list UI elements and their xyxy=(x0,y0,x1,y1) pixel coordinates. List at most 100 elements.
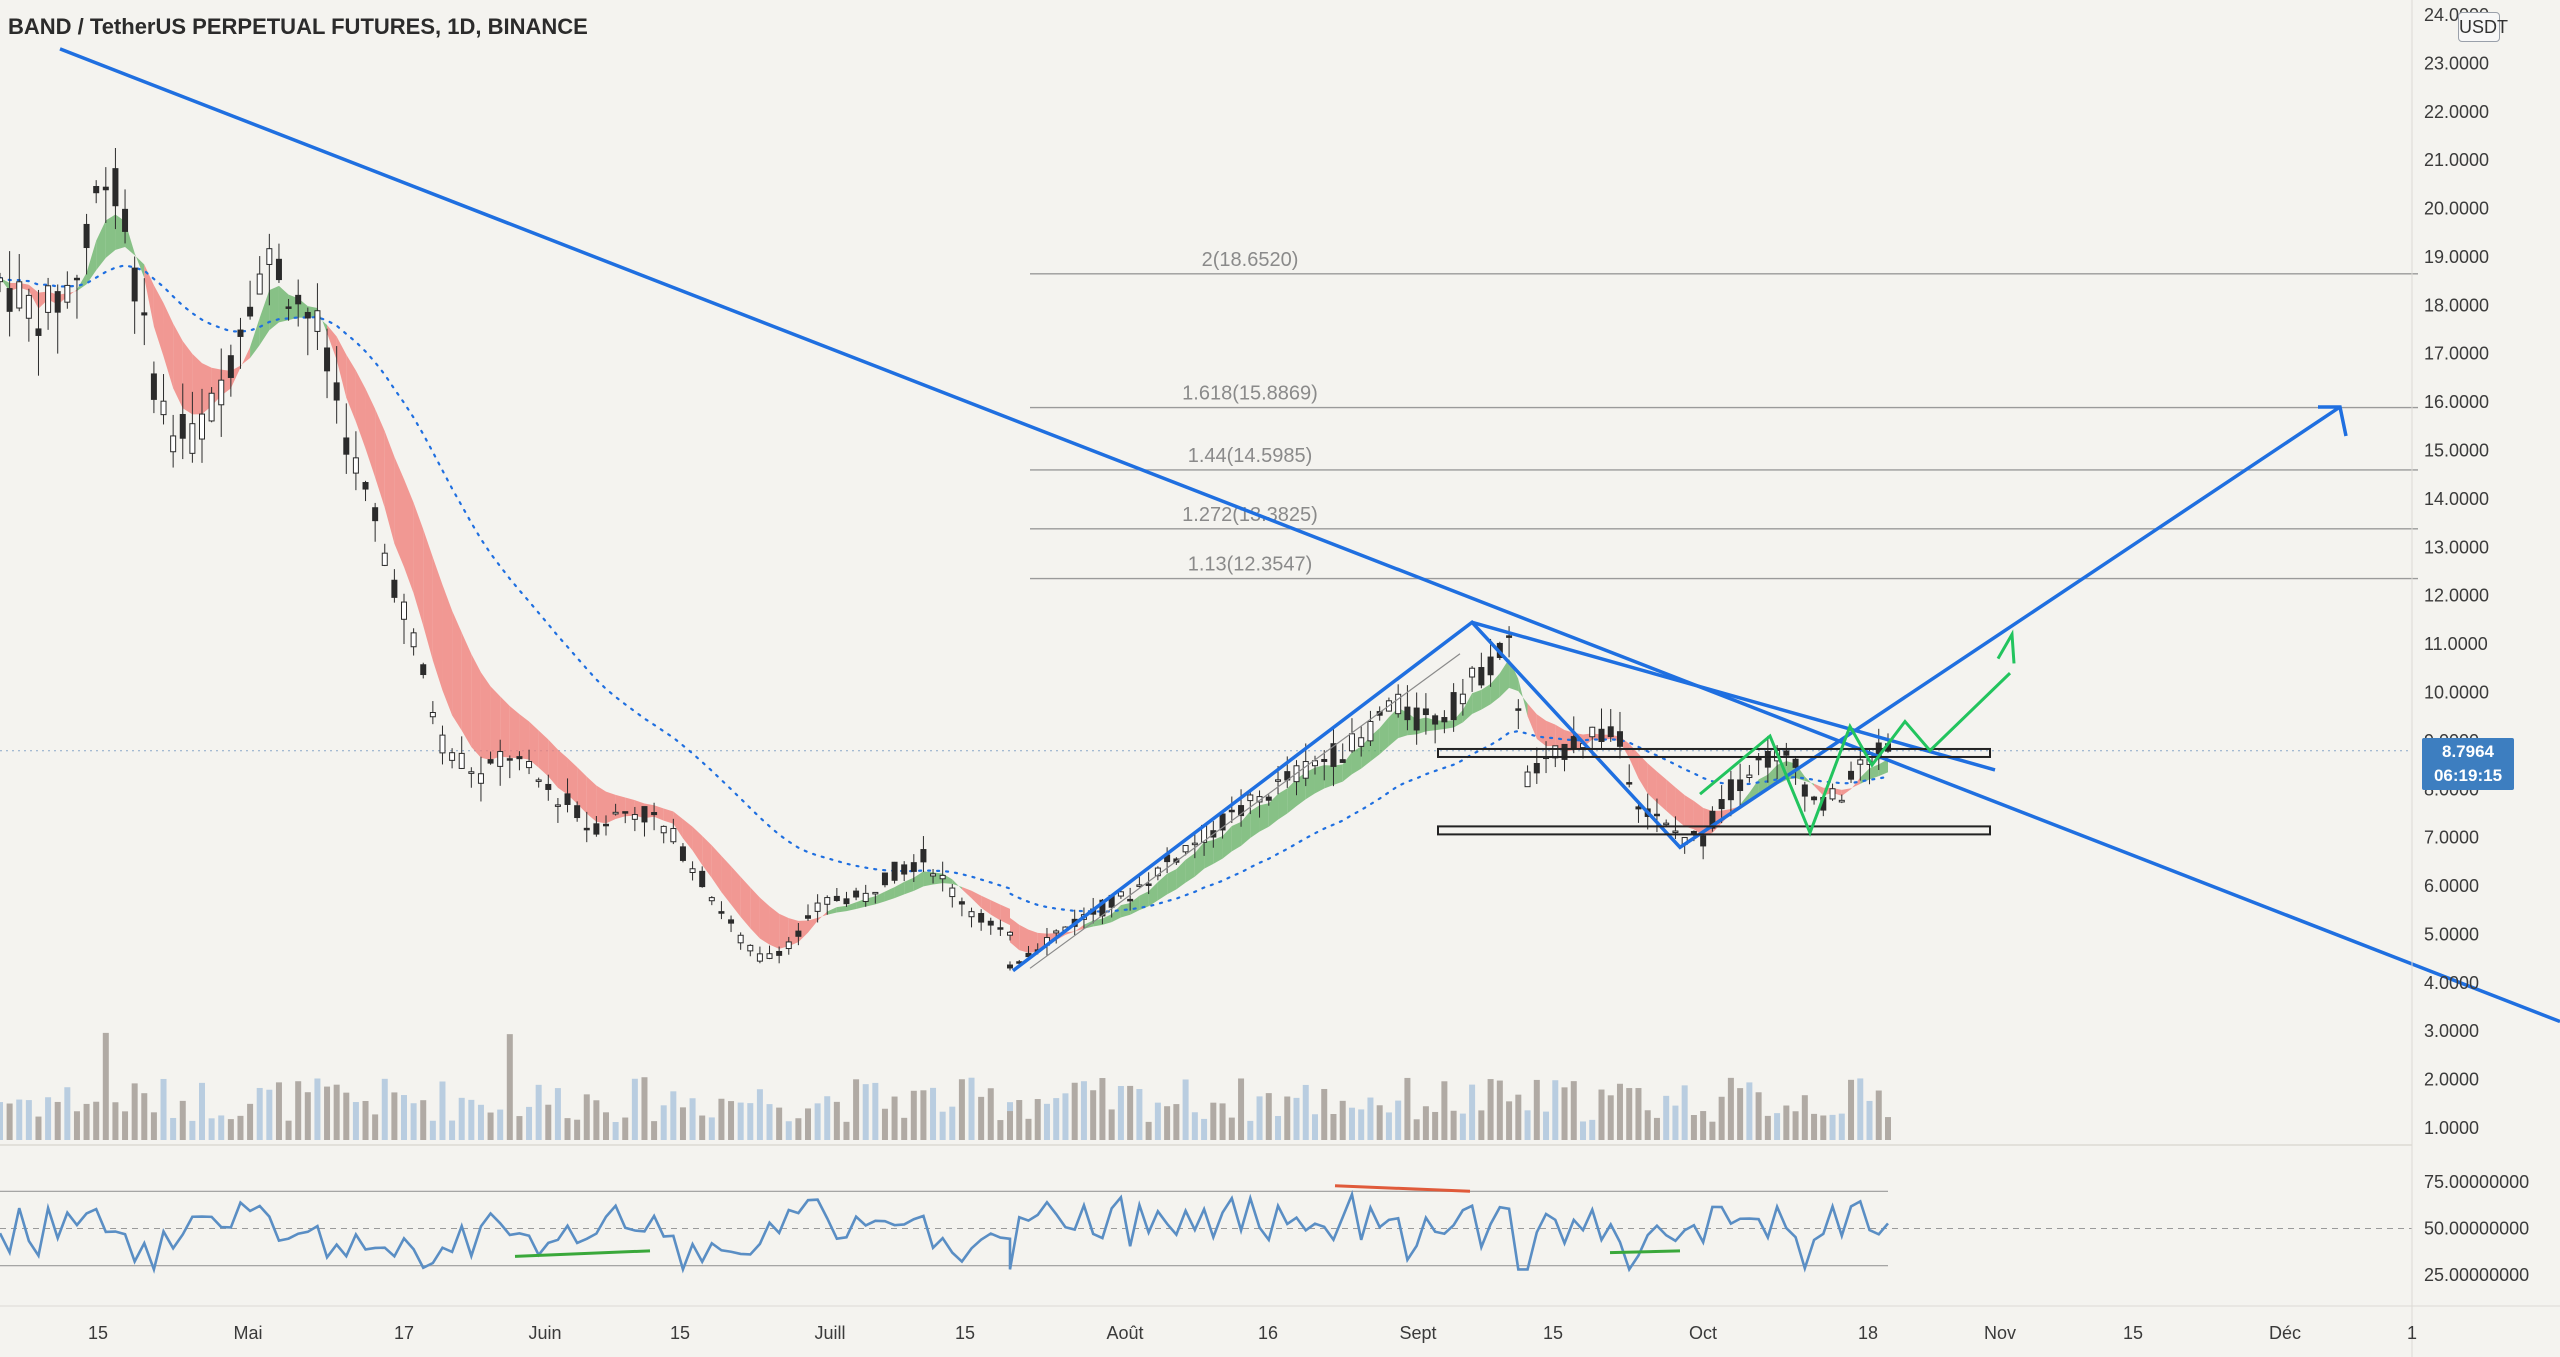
ribbon-bear-segment xyxy=(394,456,404,567)
ribbon-bear-segment xyxy=(808,917,818,933)
candle-body xyxy=(497,751,504,767)
ribbon-bear-segment xyxy=(673,811,683,839)
volume-bar xyxy=(1201,1118,1208,1140)
volume-bar xyxy=(1080,1081,1087,1140)
candle-body xyxy=(641,806,648,823)
volume-bar xyxy=(1672,1105,1679,1140)
range-level-box xyxy=(1437,747,1991,758)
candle-body xyxy=(737,934,744,944)
candle-body xyxy=(1367,720,1374,742)
ribbon-bear-segment xyxy=(990,900,1001,921)
volume-bar xyxy=(1607,1095,1614,1140)
candle-body xyxy=(612,811,619,815)
candle-body xyxy=(25,294,32,319)
volume-bar xyxy=(487,1112,494,1140)
volume-bar xyxy=(689,1098,696,1140)
currency-unit-button[interactable]: USDT xyxy=(2458,12,2508,42)
ribbon-bear-segment xyxy=(1638,753,1648,794)
candle-body xyxy=(189,423,196,454)
volume-bar xyxy=(1376,1105,1383,1140)
ribbon-bear-segment xyxy=(67,289,77,297)
volume-bar xyxy=(1404,1077,1411,1140)
candle-body xyxy=(708,897,715,902)
volume-bar xyxy=(391,1092,398,1140)
volume-bar xyxy=(1071,1082,1078,1140)
volume-bar xyxy=(1727,1077,1734,1140)
ribbon-bear-segment xyxy=(615,794,626,819)
volume-bar xyxy=(526,1106,533,1140)
candle-body xyxy=(468,771,475,774)
price-axis[interactable]: 24.000023.000022.000021.000020.000019.00… xyxy=(2411,0,2489,1357)
candle-body xyxy=(256,273,263,295)
candle-body xyxy=(824,897,831,905)
ribbon-bull-segment xyxy=(0,277,10,292)
candle-body xyxy=(1404,706,1411,721)
candle-body xyxy=(1459,693,1466,705)
volume-bar xyxy=(1090,1090,1097,1140)
candle-body xyxy=(1626,782,1633,785)
time-tick-label: Mai xyxy=(233,1323,262,1343)
ribbon-bull-segment xyxy=(1093,918,1103,927)
volume-bar xyxy=(1450,1110,1457,1140)
candle-body xyxy=(968,911,975,918)
ribbon-bull-segment xyxy=(1111,905,1121,923)
volume-bar xyxy=(814,1103,821,1140)
rsi-tick-label: 50.00000000 xyxy=(2424,1219,2529,1239)
volume-bar xyxy=(64,1087,71,1140)
ribbon-bull-segment xyxy=(96,220,106,271)
candle-body xyxy=(766,953,773,959)
ema-ribbon xyxy=(0,214,1888,953)
volume-bar xyxy=(285,1120,292,1140)
candle-body xyxy=(1524,771,1531,788)
time-tick-label: Oct xyxy=(1689,1323,1717,1343)
candle-body xyxy=(728,919,735,924)
ribbon-bear-segment xyxy=(336,336,347,398)
volume-bar xyxy=(535,1084,542,1140)
volume-bar xyxy=(506,1034,513,1140)
time-tick-label: Juin xyxy=(528,1323,561,1343)
price-tick-label: 13.0000 xyxy=(2424,537,2489,557)
volume-bar xyxy=(1219,1103,1226,1140)
candle-body xyxy=(1700,835,1707,847)
volume-bar xyxy=(1755,1092,1762,1140)
volume-bar xyxy=(256,1087,263,1140)
ribbon-bull-segment xyxy=(134,253,145,278)
volume-bar xyxy=(247,1103,254,1140)
ribbon-bull-segment xyxy=(894,881,905,899)
drawings[interactable] xyxy=(59,47,2560,1024)
ribbon-bear-segment xyxy=(461,632,472,748)
candle-body xyxy=(603,823,609,827)
candle-body xyxy=(1145,883,1152,886)
ribbon-bull-segment xyxy=(1139,891,1149,911)
candle-body xyxy=(699,870,706,888)
volume-bar xyxy=(189,1120,196,1140)
volume-bar xyxy=(497,1109,504,1140)
time-axis[interactable]: 15 Mai 17 Juin 15 Juill 15 Août 16 Sept 15 Oct 18 Nov… xyxy=(0,1305,2560,1343)
time-tick-label: 1 xyxy=(2407,1323,2417,1343)
time-tick-label: 16 xyxy=(1258,1323,1278,1343)
candle-body xyxy=(477,773,484,784)
volume-bar xyxy=(670,1091,677,1140)
volume-bar xyxy=(728,1101,735,1140)
volume-bar xyxy=(1848,1079,1855,1140)
volume-bar xyxy=(1820,1115,1827,1140)
ribbon-bear-segment xyxy=(779,913,789,949)
volume-bar xyxy=(1570,1081,1577,1140)
volume-bar xyxy=(16,1099,23,1140)
ribbon-bear-segment xyxy=(692,826,703,865)
volume-bar xyxy=(901,1117,908,1140)
candle-body xyxy=(1053,930,1060,934)
volume-bar xyxy=(1007,1111,1013,1140)
volume-bar xyxy=(372,1114,379,1140)
volume-bar xyxy=(641,1077,648,1140)
volume-bar xyxy=(477,1104,484,1140)
volume-bar xyxy=(939,1111,946,1140)
volume-bar xyxy=(1811,1113,1818,1140)
candle-body xyxy=(314,310,321,332)
candle-body xyxy=(1136,884,1143,887)
ribbon-bear-segment xyxy=(1527,703,1537,739)
ribbon-bull-segment xyxy=(1333,764,1343,786)
ribbon-bull-segment xyxy=(1167,869,1177,895)
